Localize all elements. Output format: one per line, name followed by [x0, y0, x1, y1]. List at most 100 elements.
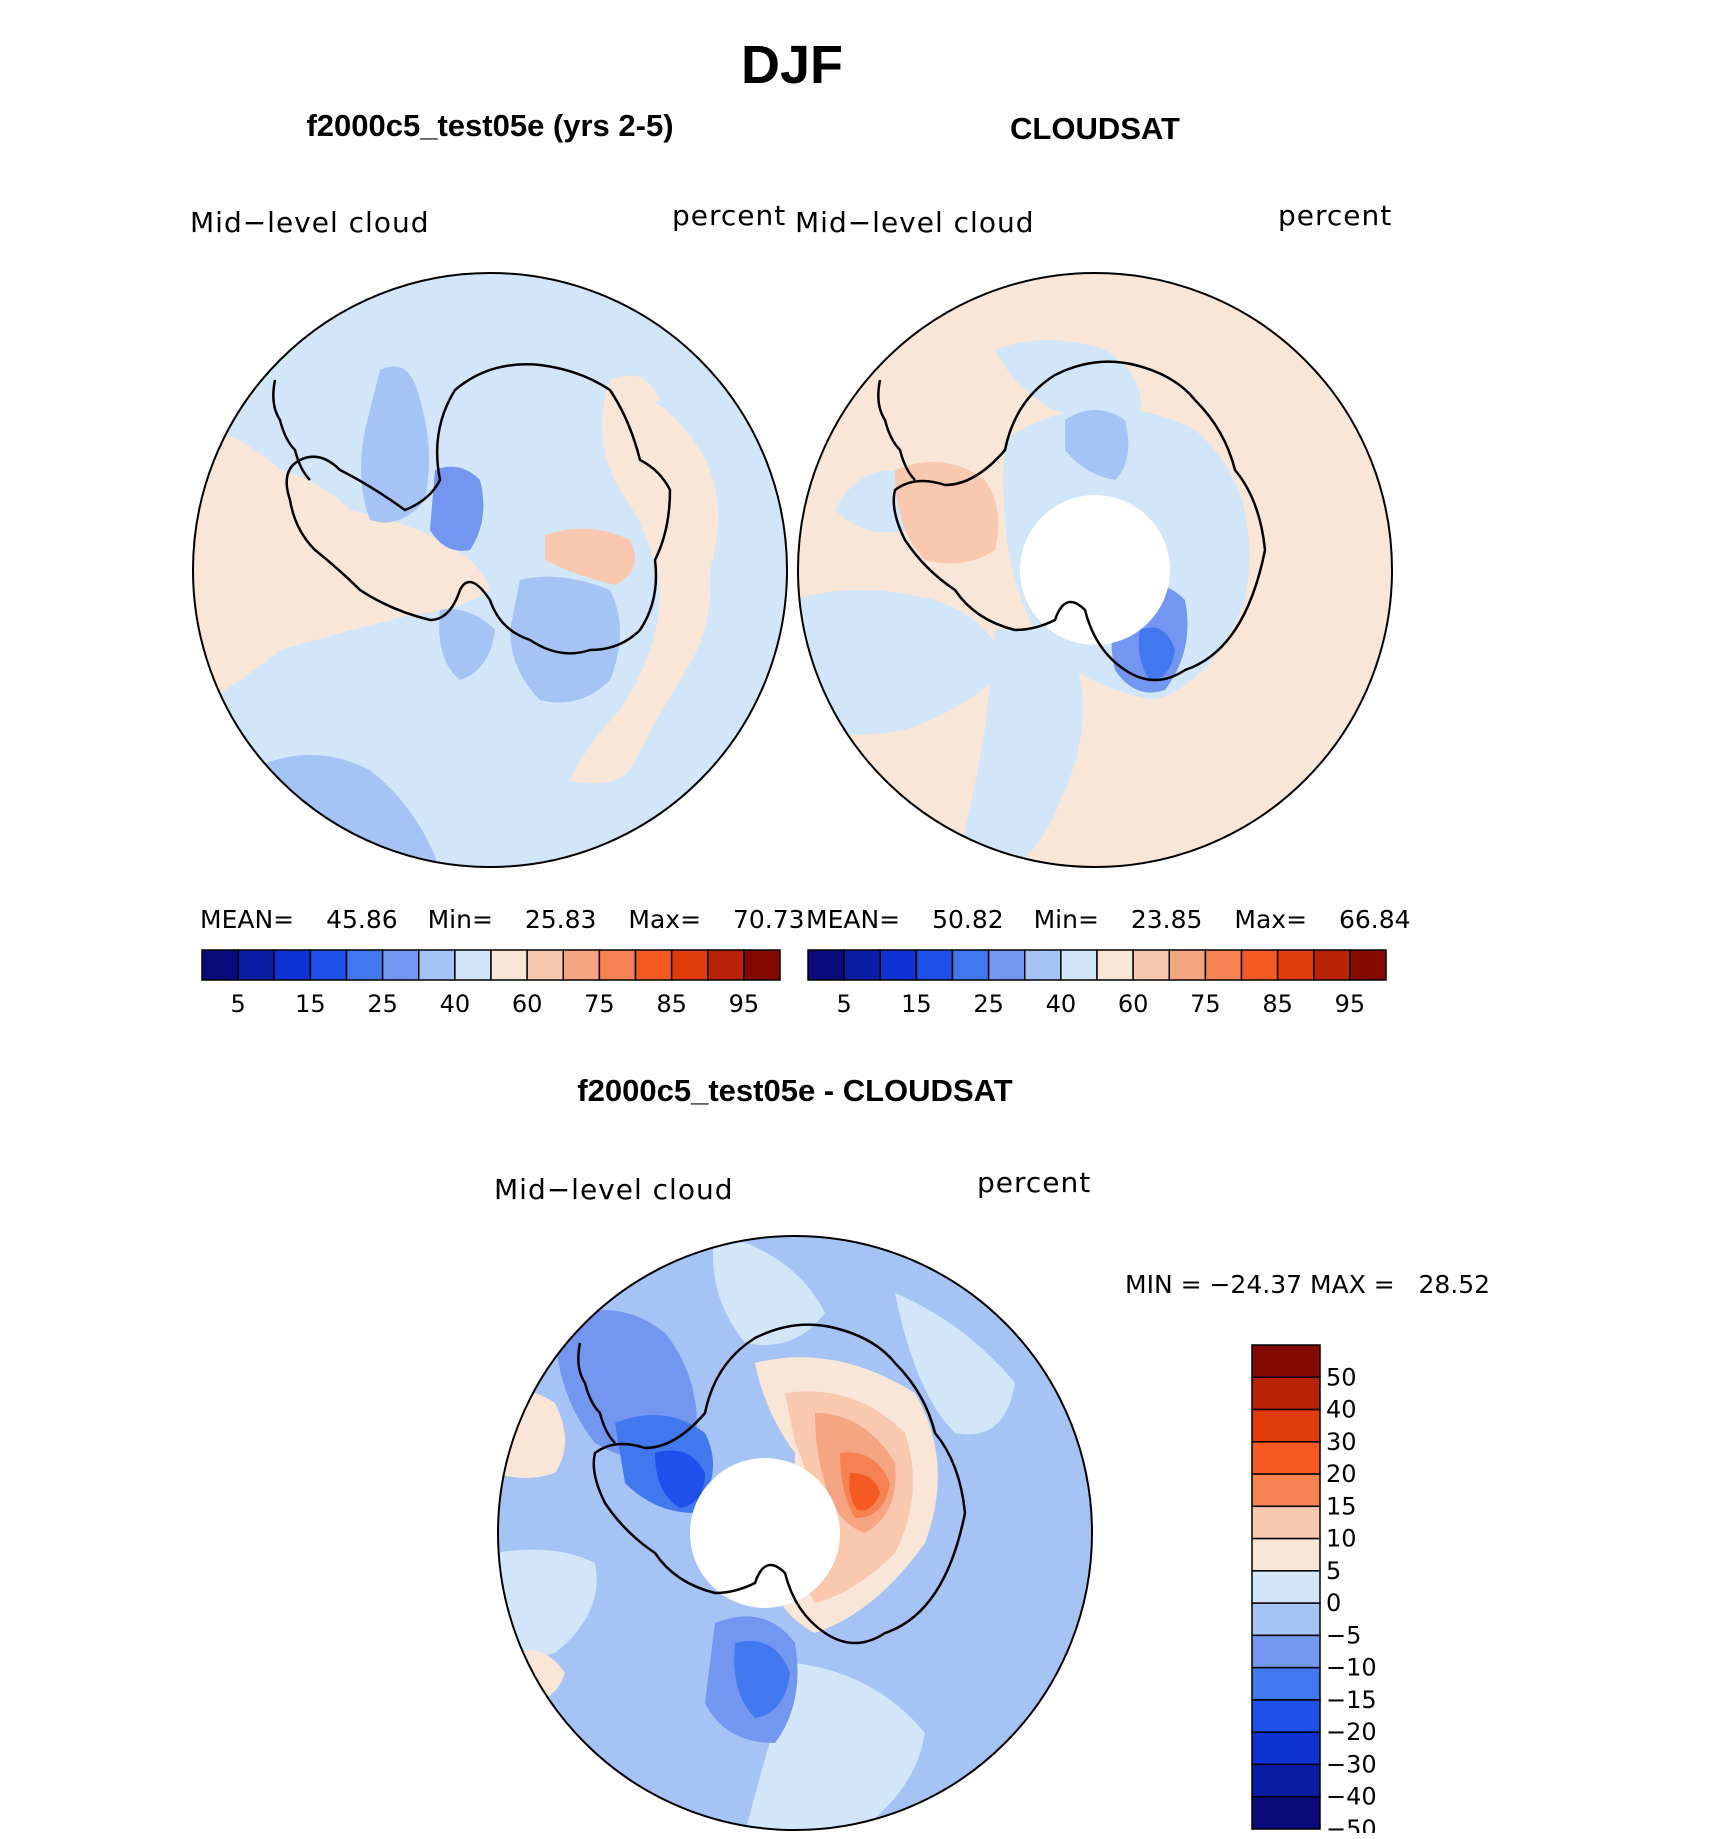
panel2-colorbar-tick-label: 40 [1046, 990, 1077, 1018]
panel1-colorbar-swatch [381, 949, 420, 981]
diff-colorbar-tick-label: −40 [1326, 1783, 1377, 1811]
panel1-mean-label: MEAN= [200, 905, 295, 934]
panel2-blue-interior [1065, 410, 1129, 480]
panel1-colorbar-tick-label: 40 [440, 990, 471, 1018]
panel2-max-value: 66.84 [1339, 905, 1411, 934]
panel1-salmon-patch [545, 528, 635, 585]
panel2-mean-value: 50.82 [932, 905, 1004, 934]
panel1-colorbar-swatch [201, 949, 239, 981]
panel1-peach-band-north [610, 375, 660, 403]
panel2-colorbar-swatch [1276, 949, 1315, 981]
diff-units-label: percent [977, 1166, 1092, 1199]
panel1-colorbar-tick-label: 85 [656, 990, 687, 1018]
diff-colorbar-swatch [1251, 1699, 1321, 1733]
panel1-colorbar-tick-label: 25 [367, 990, 398, 1018]
diff-strong-blue-west [655, 1450, 705, 1508]
panel2-min-value: 23.85 [1130, 905, 1203, 934]
figure-title: DJF [740, 35, 843, 95]
panel2-stats: MEAN= 50.82 Min= 23.85 Max= 66.84 [806, 905, 1411, 934]
panel2-colorbar-swatch [987, 949, 1026, 981]
diff-colorbar-swatch [1251, 1408, 1321, 1443]
panel2-colorbar-tick-label: 15 [901, 990, 932, 1018]
panel2-colorbar-swatch [1240, 949, 1279, 981]
panel1-colorbar-swatch [707, 949, 745, 981]
panel1-colorbar-tick-label: 15 [295, 990, 326, 1018]
diff-colorbar-tick-label: −10 [1326, 1654, 1377, 1682]
diff-red-core [849, 1473, 880, 1511]
panel1-max-value: 70.73 [733, 905, 805, 934]
panel1-colorbar-swatch [418, 949, 456, 981]
diff-minmax-label: MIN = −24.37 MAX = 28.52 [1125, 1270, 1491, 1299]
panel2-colorbar-swatch [1204, 949, 1243, 981]
panel2-salmon-west [895, 462, 999, 564]
panel2-colorbar-swatch [1132, 949, 1170, 981]
panel2-colorbar-swatch [1060, 949, 1098, 981]
panel1-min-label: Min= [427, 905, 493, 934]
diff-colorbar-swatch [1251, 1344, 1321, 1379]
panel2-units-label: percent [1278, 199, 1393, 232]
panel2-blue-southwest [798, 590, 1005, 735]
diff-colorbar-swatch [1251, 1505, 1321, 1540]
panel2-max-label: Max= [1234, 905, 1308, 934]
diff-colorbar-swatch [1251, 1602, 1321, 1637]
panel1-title: f2000c5_test05e (yrs 2-5) [306, 108, 674, 143]
diff-colorbar-tick-label: 5 [1326, 1557, 1341, 1585]
panel2-colorbar-swatch [1349, 949, 1387, 981]
diff-colorbar-tick-label: 10 [1326, 1525, 1357, 1553]
panel2-polar-map [797, 272, 1393, 868]
diff-variable-label: Mid−level cloud [494, 1173, 734, 1206]
panel2-colorbar-tick-label: 60 [1118, 990, 1149, 1018]
panel1-colorbar-tick-label: 75 [584, 990, 615, 1018]
diff-colorbar-tick-label: −30 [1326, 1750, 1377, 1778]
diff-missing-data-hole [690, 1458, 840, 1608]
panel1-map-border [192, 272, 788, 868]
panel1-colorbar-swatch [743, 949, 781, 981]
diff-deep-blue-south [734, 1641, 790, 1718]
panel1-colorbar-swatch [273, 949, 312, 981]
panel1-blue-interior [510, 576, 620, 703]
panel1-mean-value: 45.86 [326, 905, 398, 934]
panel2-colorbar-swatch [1024, 949, 1062, 981]
panel1-blue-plume-2 [430, 466, 484, 551]
panel2-blue-south [955, 628, 1083, 867]
panel2-min-label: Min= [1033, 905, 1099, 934]
panel1-east-peach-region [570, 380, 718, 784]
panel1-colorbar-swatch [598, 949, 637, 981]
panel2-colorbar-swatch [807, 949, 845, 981]
diff-light-region-1 [713, 1236, 825, 1345]
diff-colorbar-swatch [1251, 1570, 1321, 1604]
panel2-variable-label: Mid−level cloud [795, 206, 1035, 239]
diff-polar-map [497, 1235, 1093, 1831]
diff-colorbar-swatch [1251, 1666, 1321, 1701]
panel1-colorbar-tick-label: 5 [230, 990, 245, 1018]
diff-light-region-4 [498, 1549, 597, 1657]
diff-colorbar-tick-label: 15 [1326, 1492, 1357, 1520]
panel1-colorbar-swatch [490, 949, 528, 981]
panel1-colorbar-swatch [454, 949, 492, 981]
diff-colorbar-tick-label: −20 [1326, 1718, 1377, 1746]
diff-colorbar-tick-label: −15 [1326, 1686, 1377, 1714]
panel1-colorbar-tick-label: 60 [512, 990, 543, 1018]
diff-colorbar-tick-label: −50 [1326, 1815, 1377, 1833]
diff-colorbar-tick-label: 50 [1326, 1363, 1357, 1391]
panel2-colorbar-swatch [951, 949, 990, 981]
panel1-colorbar-swatch [562, 949, 601, 981]
panel2-colorbar-swatch [843, 949, 881, 981]
panel2-map-border [797, 272, 1393, 868]
panel2-colorbar-tick-label: 25 [973, 990, 1004, 1018]
diff-antarctic-coastline [592, 1323, 967, 1645]
panel1-colorbar-swatch [309, 949, 348, 981]
panel1-units-label: percent [672, 199, 787, 232]
diff-colorbar-tick-label: 0 [1326, 1589, 1341, 1617]
panel2-colorbar-swatch [879, 949, 918, 981]
panel2-colorbar-swatch [915, 949, 954, 981]
diff-colorbar-swatch [1251, 1473, 1321, 1508]
panel1-colorbar-swatch [345, 949, 384, 981]
panel1-colorbar-swatch [237, 949, 275, 981]
panel1-polar-map [192, 272, 788, 868]
diff-peninsula-coastline [577, 1342, 616, 1444]
panel2-missing-data-hole [1020, 495, 1170, 645]
panel2-deep-blue-east [1138, 627, 1175, 680]
panel2-mean-label: MEAN= [806, 905, 901, 934]
diff-colorbar-swatch [1251, 1441, 1321, 1475]
